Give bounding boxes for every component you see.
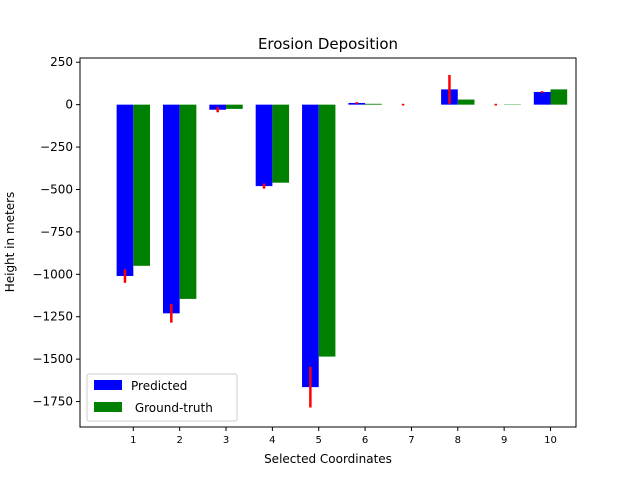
bar-predicted-1 bbox=[116, 104, 134, 277]
y-tick-label: −1000 bbox=[32, 267, 73, 281]
legend-swatch-predicted bbox=[94, 380, 122, 390]
bar-ground-truth-10 bbox=[550, 89, 568, 105]
y-tick-label: −750 bbox=[40, 225, 73, 239]
y-tick-label: −250 bbox=[40, 140, 73, 154]
bar-predicted-4 bbox=[255, 104, 273, 187]
legend-box bbox=[86, 373, 238, 422]
legend: Predicted Ground-truth bbox=[86, 373, 238, 422]
bar-ground-truth-4 bbox=[272, 104, 290, 183]
x-tick-label: 9 bbox=[501, 435, 507, 446]
plot-frame bbox=[79, 57, 577, 428]
y-axis-label: Height in meters bbox=[3, 192, 17, 293]
x-tick-label: 10 bbox=[544, 435, 557, 446]
x-axis-label: Selected Coordinates bbox=[264, 452, 392, 466]
bar-ground-truth-1 bbox=[133, 104, 150, 266]
bar-ground-truth-2 bbox=[179, 104, 197, 299]
x-tick-label: 6 bbox=[362, 435, 368, 446]
legend-label-predicted: Predicted bbox=[131, 379, 187, 393]
bar-ground-truth-6 bbox=[365, 103, 382, 105]
bar-ground-truth-5 bbox=[318, 104, 336, 357]
x-tick-label: 5 bbox=[316, 435, 322, 446]
bar-ground-truth-3 bbox=[226, 104, 243, 109]
bar-predicted-10 bbox=[533, 91, 551, 105]
x-tick-label: 4 bbox=[269, 435, 275, 446]
y-tick-label: −1750 bbox=[32, 395, 73, 409]
y-tick-label: −1500 bbox=[32, 352, 73, 366]
error-bars bbox=[123, 74, 544, 408]
predicted-bars bbox=[116, 89, 551, 388]
x-tick-label: 1 bbox=[130, 435, 136, 446]
y-axis: 250 0 −250 −500 −750 −1000 −1250 −1500 −1750 bbox=[32, 55, 80, 409]
x-tick-label: 3 bbox=[223, 435, 229, 446]
legend-swatch-ground-truth bbox=[94, 402, 122, 412]
bar-predicted-5 bbox=[302, 104, 319, 388]
bar-ground-truth-8 bbox=[457, 99, 475, 105]
y-tick-label: 0 bbox=[65, 98, 73, 112]
bar-predicted-2 bbox=[162, 104, 180, 314]
y-tick-label: 250 bbox=[50, 55, 73, 69]
x-tick-label: 2 bbox=[176, 435, 182, 446]
x-tick-label: 7 bbox=[408, 435, 414, 446]
y-tick-label: −500 bbox=[40, 182, 73, 196]
legend-label-ground-truth: Ground-truth bbox=[131, 401, 213, 415]
chart-title: Erosion Deposition bbox=[258, 35, 398, 53]
y-tick-label: −1250 bbox=[32, 310, 73, 324]
x-axis: 1 2 3 4 5 6 7 8 9 10 bbox=[130, 427, 557, 446]
x-tick-label: 8 bbox=[455, 435, 461, 446]
ground-truth-bars bbox=[133, 89, 568, 357]
